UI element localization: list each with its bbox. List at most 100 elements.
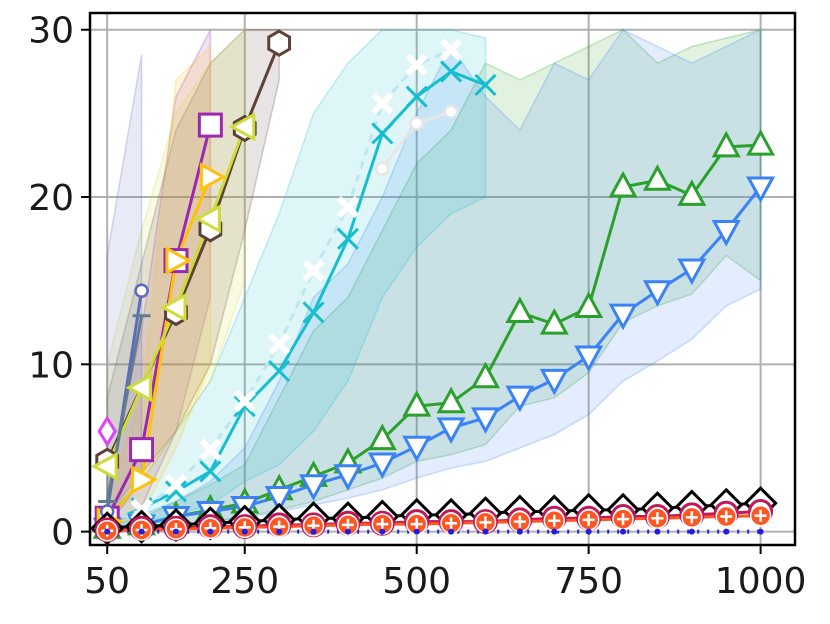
- marker-s4-p2: [443, 104, 459, 119]
- marker-s0-p16: [642, 164, 672, 191]
- marker-s1-p7: [333, 464, 363, 491]
- marker-s15-p7: [344, 528, 351, 535]
- confidence-band-0: [106, 28, 762, 531]
- marker-s5-p4: [267, 29, 292, 57]
- marker-s15-p9: [413, 528, 420, 535]
- marker-s1-p5: [264, 485, 294, 513]
- marker-s14-p19: [749, 504, 772, 527]
- marker-s15-p18: [723, 528, 730, 535]
- marker-s0-p10: [436, 386, 466, 414]
- marker-s2-p3: [199, 460, 222, 483]
- marker-s3-p7: [336, 195, 360, 219]
- marker-s14-p15: [612, 508, 634, 530]
- marker-s0-p19: [746, 129, 776, 156]
- marker-s3-p10: [439, 38, 463, 61]
- marker-s15-p2: [172, 528, 179, 535]
- marker-s0-p13: [539, 308, 569, 335]
- series-line-6: [105, 124, 212, 519]
- marker-s1-p12: [505, 385, 535, 413]
- marker-s15-p14: [585, 528, 592, 535]
- marker-s14-p13: [543, 509, 566, 532]
- marker-s15-p19: [757, 528, 764, 535]
- x-axis-ticks: 50 250 500 750 1000: [84, 545, 806, 602]
- marker-s15-p6: [310, 528, 317, 535]
- marker-s0-p14: [574, 291, 604, 318]
- marker-s8-p2: [159, 292, 187, 322]
- marker-s8-p4: [228, 112, 256, 142]
- marker-s15-p0: [104, 528, 111, 535]
- marker-s1-p13: [539, 368, 569, 396]
- marker-s0-p11: [470, 361, 501, 389]
- x-tick-label: 750: [554, 561, 623, 602]
- x-tick-label: 500: [382, 561, 451, 602]
- marker-s0-p15: [608, 170, 638, 198]
- marker-s14-p4: [234, 516, 256, 539]
- y-tick-label: 10: [28, 345, 74, 386]
- y-tick-label: 30: [28, 11, 74, 52]
- marker-s15-p4: [241, 528, 248, 535]
- y-tick-label: 0: [51, 513, 74, 554]
- marker-s3-p2: [164, 473, 188, 496]
- marker-s7-p3: [199, 162, 227, 192]
- marker-s4-p1: [409, 116, 424, 131]
- marker-s3-p3: [199, 438, 222, 461]
- marker-s1-p18: [711, 219, 741, 247]
- marker-s9-p1: [134, 283, 149, 298]
- marker-s1-p10: [436, 417, 466, 445]
- marker-s14-p17: [681, 506, 703, 529]
- marker-s0-p8: [367, 423, 397, 451]
- marker-s15-p13: [551, 528, 558, 535]
- marker-s1-p16: [642, 280, 672, 307]
- series-line-7: [106, 176, 212, 523]
- marker-s7-p2: [165, 246, 193, 276]
- marker-s11-p0: [97, 415, 117, 448]
- marker-s1-p19: [746, 176, 776, 204]
- marker-s1-p6: [299, 474, 329, 501]
- marker-s6-p3: [197, 112, 223, 138]
- marker-s0-p17: [677, 179, 707, 206]
- marker-s2-p5: [268, 359, 291, 383]
- marker-s1-p17: [677, 258, 707, 286]
- marker-s8-p0: [91, 451, 118, 481]
- confidence-band-1: [106, 28, 762, 531]
- marker-s14-p14: [577, 509, 600, 531]
- marker-s1-p9: [402, 435, 432, 463]
- marker-s14-p5: [268, 515, 290, 538]
- marker-s2-p2: [164, 480, 188, 503]
- marker-s0-p12: [505, 296, 535, 323]
- marker-s3-p5: [268, 333, 291, 356]
- marker-s2-p11: [474, 73, 497, 96]
- marker-s6-p1: [129, 437, 155, 463]
- marker-s1-p14: [574, 345, 604, 373]
- marker-s15-p1: [138, 528, 145, 535]
- marker-s14-p16: [646, 507, 669, 529]
- marker-s14-p18: [715, 505, 737, 528]
- marker-s3-p6: [302, 259, 325, 282]
- marker-s3-p9: [405, 53, 428, 76]
- marker-s2-p7: [336, 227, 359, 250]
- x-tick-label: 250: [210, 561, 279, 602]
- marker-s15-p17: [688, 528, 695, 535]
- marker-s1-p11: [470, 407, 501, 434]
- marker-s2-p4: [233, 395, 256, 418]
- y-axis-ticks: 0 10 20 30: [28, 11, 90, 554]
- series-markers: [90, 29, 778, 546]
- marker-s15-p12: [516, 528, 523, 535]
- marker-s15-p10: [448, 528, 455, 535]
- x-tick-label: 50: [84, 561, 130, 602]
- y-tick-label: 20: [28, 178, 74, 219]
- marker-s1-p15: [608, 303, 638, 331]
- marker-s8-p1: [125, 373, 153, 403]
- marker-s14-p3: [199, 517, 222, 540]
- marker-s15-p3: [207, 528, 214, 535]
- marker-s2-p6: [302, 301, 325, 324]
- marker-s14-p12: [509, 510, 531, 533]
- marker-s2-p9: [405, 85, 428, 108]
- marker-s2-p10: [440, 60, 463, 83]
- marker-s15-p8: [379, 528, 386, 535]
- marker-s3-p4: [233, 390, 256, 413]
- marker-s15-p5: [276, 528, 283, 535]
- marker-s14-p9: [405, 513, 428, 535]
- marker-s3-p8: [371, 92, 394, 115]
- marker-s8-p3: [194, 204, 221, 234]
